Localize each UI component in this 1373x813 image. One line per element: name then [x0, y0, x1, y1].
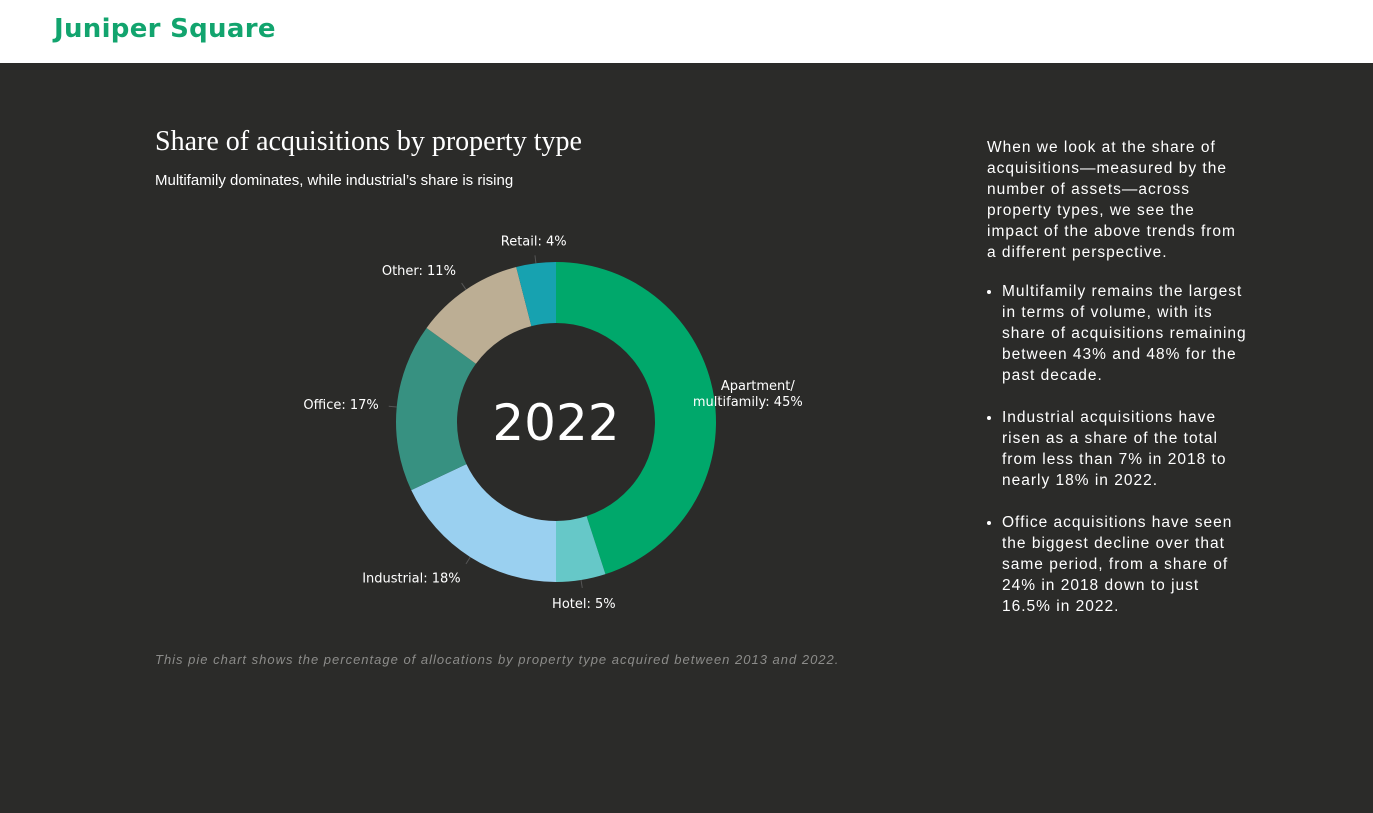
data-label: Office: 17%	[303, 398, 378, 413]
leader-line	[580, 579, 583, 589]
leader-line	[465, 556, 471, 565]
data-label: Retail: 4%	[501, 234, 567, 249]
leader-line	[534, 255, 537, 264]
sidebar-text: When we look at the share of acquisition…	[987, 137, 1247, 638]
bullet-list: Multifamily remains the largest in terms…	[987, 281, 1247, 617]
center-year-label: 2022	[492, 394, 619, 452]
top-bar: Juniper Square	[0, 0, 1373, 63]
slice-other[interactable]	[426, 267, 532, 364]
slice-office[interactable]	[396, 327, 476, 491]
bullet-item: Office acquisitions have seen the bigges…	[1002, 512, 1247, 617]
juniper-square-logo[interactable]: Juniper Square	[54, 14, 276, 44]
intro-paragraph: When we look at the share of acquisition…	[987, 139, 1236, 261]
chart-subtitle: Multifamily dominates, while industrial’…	[155, 172, 514, 189]
data-label: Industrial: 18%	[362, 571, 460, 586]
leader-line	[713, 395, 723, 398]
data-label: Hotel: 5%	[552, 597, 616, 612]
chart-title: Share of acquisitions by property type	[155, 126, 582, 157]
slice-hotel[interactable]	[556, 516, 606, 582]
donut-chart: Apartment/multifamily: 45% Hotel: 5% Indus…	[303, 234, 803, 612]
slice-retail[interactable]	[516, 262, 556, 327]
bullet-item: Multifamily remains the largest in terms…	[1002, 281, 1247, 386]
chart-caption: This pie chart shows the percentage of a…	[155, 652, 840, 667]
leader-line	[388, 405, 397, 408]
data-label: Other: 11%	[382, 264, 456, 279]
slice-apartment-multifamily[interactable]	[556, 262, 716, 575]
leader-line	[461, 282, 467, 290]
slice-industrial[interactable]	[411, 464, 556, 582]
data-label: Apartment/multifamily: 45%	[693, 379, 803, 410]
bullet-item: Industrial acquisitions have risen as a …	[1002, 407, 1247, 491]
